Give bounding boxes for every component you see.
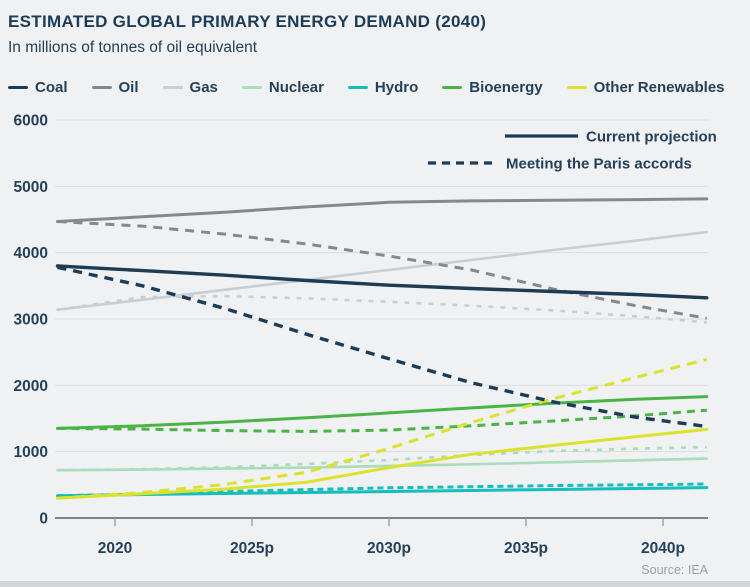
chart-subtitle: In millions of tonnes of oil equivalent [8,39,258,56]
series-line-coal-current [55,264,709,300]
series-line-nuclear-paris [57,445,707,472]
y-tick-label: 5000 [14,179,48,196]
legend-item-gas: Gas [162,79,218,96]
series-line-oil-paris [57,220,708,320]
y-tick-label: 3000 [14,312,48,329]
hydro-swatch-icon [347,85,368,90]
legend-label: Nuclear [268,79,324,96]
legend-label: Oil [118,79,139,96]
legend-label: Hydro [374,79,419,96]
scenario-legend-current-label: Current projection [586,129,717,146]
other-renewables-swatch-icon [566,85,587,90]
x-tick-label: 2035p [504,540,548,557]
series-line-oil-current [56,197,709,223]
source-credit: Source: IEA [641,563,708,577]
legend-item-bioenergy: Bioenergy [442,79,543,96]
legend-label: Coal [35,79,68,96]
legend-label: Bioenergy [469,79,543,96]
legend-item-hydro: Hydro [347,79,419,96]
coal-swatch-icon [8,85,28,90]
legend-label: Other Renewables [593,79,725,96]
y-tick-label: 2000 [14,378,48,395]
series-line-gas-paris [57,294,707,324]
x-tick-label: 2040p [641,540,685,557]
legend-item-other-renewables: Other Renewables [566,79,725,96]
series-line-bioenergy-current [56,395,709,430]
series-line-gas-current [56,230,709,311]
y-tick-label: 1000 [14,444,48,461]
x-tick-label: 2025p [230,540,274,557]
y-tick-label: 4000 [14,245,48,262]
bioenergy-swatch-icon [442,85,463,90]
x-tick-label: 2030p [367,540,411,557]
scenario-legend-paris-label: Meeting the Paris accords [506,156,692,173]
window-bottom-edge [0,581,750,587]
x-tick-label: 2020 [98,540,132,557]
chart-area: 0 1000 2000 3000 4000 5000 6000 2020 2025p 2030p 2… [0,100,750,580]
gas-swatch-icon [162,85,183,90]
y-tick-label: 0 [39,511,48,528]
series-line-coal-paris [57,265,708,429]
energy-demand-line-chart: 0 1000 2000 3000 4000 5000 6000 2020 2025p 2030p 2… [14,113,717,558]
y-tick-label: 6000 [14,113,48,130]
oil-swatch-icon [91,85,112,90]
legend-label: Gas [189,79,218,96]
chart-title: ESTIMATED GLOBAL PRIMARY ENERGY DEMAND (… [8,12,487,31]
series-line-other-renewables-current [56,427,709,500]
legend-item-nuclear: Nuclear [241,79,324,96]
series-legend: Coal Oil Gas Nuclear Hydro Bioenergy Other Ren… [8,79,725,96]
series-line-bioenergy-paris [57,408,707,433]
series-line-other-renewables-paris [57,358,708,500]
legend-item-oil: Oil [91,79,139,96]
legend-item-coal: Coal [8,79,68,96]
nuclear-swatch-icon [241,85,262,90]
